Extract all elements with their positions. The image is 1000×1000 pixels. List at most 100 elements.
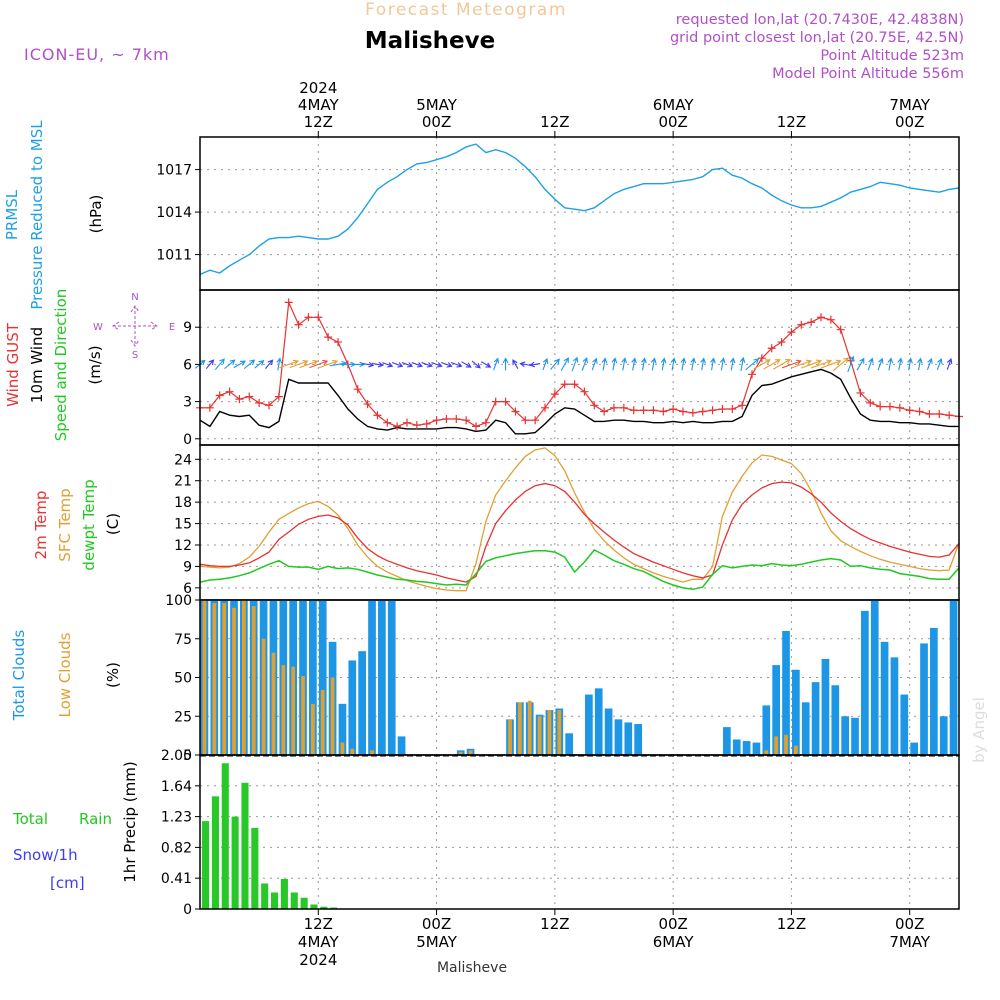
y-tick-label: 1014: [156, 205, 192, 221]
wind-arrow: [329, 360, 348, 367]
y-tick-label: 15: [174, 517, 192, 533]
total-cloud-bar: [723, 727, 731, 755]
total-cloud-bar: [880, 641, 889, 755]
total-cloud-bar: [910, 742, 919, 755]
gust-marker: [738, 401, 747, 410]
precip-bar: [211, 796, 219, 909]
y-tick-label: 0: [183, 432, 192, 448]
total-cloud-bar: [397, 736, 406, 755]
top-time-label: 00Z: [422, 113, 451, 131]
total-cloud-bar: [565, 733, 574, 755]
gust-marker: [945, 411, 954, 420]
wind-arrow: [581, 357, 588, 371]
low-cloud-bar: [261, 638, 266, 755]
total-cloud-bar: [801, 702, 810, 755]
wind-arrow: [650, 357, 657, 371]
low-cloud-bar: [527, 700, 532, 755]
low-cloud-bar: [764, 750, 769, 755]
wind-arrow: [560, 357, 569, 371]
panel-temperature: 6 9 12 15 18 21 24 2m Temp SFC Temp dewpt Temp (C): [32, 444, 960, 601]
gust-marker: [225, 387, 234, 396]
wind-arrow: [512, 359, 519, 369]
total-cloud-bar: [318, 600, 327, 755]
gust-marker: [334, 338, 342, 347]
top-time-label: 12Z: [777, 113, 806, 131]
y-tick-label: 0.41: [161, 871, 192, 887]
gust-marker: [856, 388, 865, 397]
gust-marker: [432, 416, 441, 425]
gust-marker: [767, 344, 776, 353]
compass-s: S: [132, 350, 138, 361]
wind-arrow: [739, 356, 746, 371]
top-time-label: 7MAY: [889, 96, 931, 114]
wind-arrow: [309, 359, 329, 369]
wind-arrow: [493, 357, 500, 371]
gust-marker: [639, 406, 648, 415]
low-cloud-bar: [350, 748, 355, 755]
total-cloud-bar: [949, 600, 958, 755]
wind-arrow: [763, 359, 781, 370]
wind-arrow: [907, 357, 913, 371]
wind-unit: (m/s): [86, 345, 104, 384]
wind-arrow: [753, 359, 771, 370]
y-tick-label: 21: [174, 474, 192, 490]
precip-bar: [310, 904, 318, 909]
total-cloud-bar: [831, 685, 840, 755]
wind-arrow: [897, 357, 904, 371]
total-cloud-bar: [930, 627, 938, 755]
precip-bar: [202, 821, 210, 909]
panel-clouds: 0 25 50 75 100 Total Clouds Low Clouds (%): [10, 593, 960, 764]
low-cloud-bar: [251, 606, 256, 755]
low-cloud-bar: [547, 710, 552, 755]
total-cloud-bar: [811, 682, 820, 755]
wind-arrow: [441, 362, 453, 368]
gust-marker: [412, 421, 421, 430]
panel-label: PRMSL: [3, 189, 21, 240]
gust-marker: [521, 416, 530, 425]
wind-arrow: [529, 361, 541, 368]
panel-wind: 0 3 6 9 Wind GUST 10m Wind Speed and Direction…: [4, 289, 963, 448]
gust-marker: [245, 392, 254, 401]
panel-label: Wind GUST: [4, 322, 22, 407]
wind-arrow: [550, 358, 560, 370]
gust-marker: [501, 397, 510, 406]
gust-marker: [531, 416, 540, 425]
low-cloud-bar: [222, 603, 227, 755]
gust-marker: [698, 407, 707, 416]
y-tick-label: 3: [183, 395, 192, 411]
gust-marker: [284, 298, 293, 307]
model-label: ICON-EU, ~ 7km: [24, 45, 170, 64]
temp-unit: (C): [104, 513, 122, 535]
rain-label-rain: Rain: [79, 810, 112, 828]
gust-marker: [511, 407, 520, 416]
precip-bar: [271, 892, 279, 909]
precip-bar: [251, 827, 259, 909]
y-tick-label: 25: [174, 709, 192, 725]
wind-arrow: [832, 357, 850, 372]
panels: 1011 1014 1017 PRMSL Pressure Reduced to MSL…: [3, 120, 963, 918]
gust-marker: [383, 418, 392, 427]
wind-arrow: [867, 357, 874, 371]
bottom-time-label: 7MAY: [889, 933, 931, 951]
gust-marker: [215, 391, 224, 400]
gust-marker: [274, 392, 283, 401]
snow-label: Snow/1h: [13, 846, 78, 864]
total-cloud-bar: [861, 610, 869, 755]
gust-marker: [452, 414, 461, 423]
wind-arrow: [372, 361, 384, 368]
low-cloud-bar: [291, 666, 296, 755]
precip-bar: [300, 897, 308, 909]
wind-arrow: [224, 359, 236, 370]
bottom-time-label: 4MAY: [298, 933, 340, 951]
low-cloud-bar: [784, 734, 788, 755]
footer-location: Malisheve: [437, 960, 507, 976]
low-cloud-bar: [774, 736, 779, 755]
gust-marker: [777, 338, 786, 347]
requested-coords: requested lon,lat (20.7430E, 42.4838N): [676, 12, 964, 28]
gust-marker: [718, 405, 727, 414]
low-cloud-bar: [242, 600, 246, 755]
precip-bar: [320, 906, 328, 909]
wind-arrow: [243, 359, 256, 370]
y-tick-label: 0.82: [161, 840, 192, 856]
